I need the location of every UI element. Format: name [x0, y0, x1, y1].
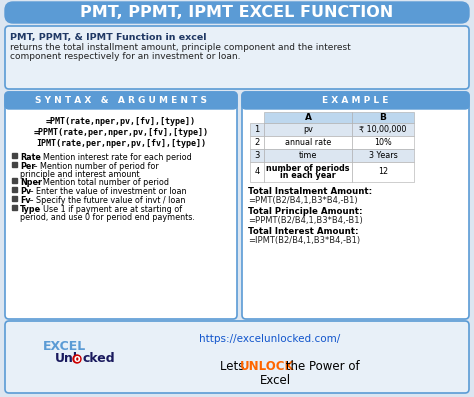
FancyBboxPatch shape	[242, 92, 469, 109]
Bar	[352, 123, 414, 136]
Text: S Y N T A X   &   A R G U M E N T S: S Y N T A X & A R G U M E N T S	[35, 96, 207, 105]
Text: E X A M P L E: E X A M P L E	[322, 96, 389, 105]
Text: 10%: 10%	[374, 138, 392, 147]
Bar	[12, 196, 17, 200]
Text: Per: Per	[20, 162, 36, 171]
Text: – Specify the future value of invt / loan: – Specify the future value of invt / loa…	[27, 196, 185, 205]
Text: principle and interest amount: principle and interest amount	[20, 170, 139, 179]
Text: 3: 3	[255, 151, 260, 160]
Bar	[264, 149, 352, 162]
FancyBboxPatch shape	[5, 321, 469, 393]
Text: – Mention number of period for: – Mention number of period for	[30, 162, 158, 171]
Bar	[12, 187, 17, 191]
Text: – Enter the value of investment or loan: – Enter the value of investment or loan	[27, 187, 186, 196]
FancyBboxPatch shape	[5, 92, 237, 109]
Text: returns the total installment amount, principle component and the interest: returns the total installment amount, pr…	[10, 43, 351, 52]
Text: EXCEL: EXCEL	[44, 341, 87, 353]
Bar	[250, 149, 264, 162]
Text: =PPMT(rate,per,nper,pv,[fv],[type]): =PPMT(rate,per,nper,pv,[fv],[type])	[34, 128, 209, 137]
Text: component respectively for an investment or loan.: component respectively for an investment…	[10, 52, 240, 61]
Text: Unl: Unl	[55, 353, 78, 366]
Bar	[250, 123, 264, 136]
Text: PMT, PPMT, IPMT EXCEL FUNCTION: PMT, PPMT, IPMT EXCEL FUNCTION	[81, 5, 393, 20]
FancyBboxPatch shape	[5, 92, 237, 319]
Bar	[264, 162, 352, 182]
Bar	[352, 149, 414, 162]
Text: – Mention interest rate for each period: – Mention interest rate for each period	[34, 153, 192, 162]
Bar	[250, 136, 264, 149]
Bar	[12, 162, 17, 166]
Bar	[12, 178, 17, 183]
Text: =IPMT(B2/B4,1,B3*B4,-B1): =IPMT(B2/B4,1,B3*B4,-B1)	[248, 236, 360, 245]
Text: =PMT(rate,nper,pv,[fv],[type]): =PMT(rate,nper,pv,[fv],[type])	[46, 117, 196, 126]
Circle shape	[73, 355, 81, 363]
Text: Pv: Pv	[20, 187, 31, 196]
Text: B: B	[380, 113, 386, 122]
Bar	[12, 153, 17, 158]
Text: UNLOCK: UNLOCK	[240, 360, 295, 374]
Text: Type: Type	[20, 205, 41, 214]
Text: =PPMT(B2/B4,1,B3*B4,-B1): =PPMT(B2/B4,1,B3*B4,-B1)	[248, 216, 363, 225]
Text: time: time	[299, 151, 317, 160]
Text: – Mention total number of period: – Mention total number of period	[34, 178, 169, 187]
Text: annual rate: annual rate	[285, 138, 331, 147]
Bar	[264, 123, 352, 136]
Text: Total Instalment Amount:: Total Instalment Amount:	[248, 187, 372, 196]
Text: PMT, PPMT, & IPMT Function in excel: PMT, PPMT, & IPMT Function in excel	[10, 33, 207, 42]
Bar	[352, 136, 414, 149]
Text: 2: 2	[255, 138, 260, 147]
Text: period, and use 0 for period end payments.: period, and use 0 for period end payment…	[20, 213, 195, 222]
Text: Total Interest Amount:: Total Interest Amount:	[248, 227, 358, 236]
Text: IPMT(rate,per,nper,pv,[fv],[type]): IPMT(rate,per,nper,pv,[fv],[type])	[36, 139, 206, 148]
Bar	[352, 162, 414, 182]
Text: o: o	[73, 354, 80, 364]
FancyBboxPatch shape	[5, 2, 469, 23]
Text: Rate: Rate	[20, 153, 41, 162]
Bar	[264, 112, 352, 123]
Text: https://excelunlocked.com/: https://excelunlocked.com/	[200, 334, 341, 344]
Text: cked: cked	[83, 353, 116, 366]
Text: the Power of: the Power of	[282, 360, 360, 374]
Text: – Use 1 if payment are at starting of: – Use 1 if payment are at starting of	[34, 205, 182, 214]
FancyBboxPatch shape	[5, 26, 469, 89]
Text: 4: 4	[255, 168, 260, 177]
Text: 1: 1	[255, 125, 260, 134]
Text: =PMT(B2/B4,1,B3*B4,-B1): =PMT(B2/B4,1,B3*B4,-B1)	[248, 196, 357, 205]
Text: A: A	[304, 113, 311, 122]
Text: 12: 12	[378, 168, 388, 177]
Text: Lets: Lets	[220, 360, 248, 374]
Text: Fv: Fv	[20, 196, 31, 205]
Text: 3 Years: 3 Years	[369, 151, 397, 160]
Text: Nper: Nper	[20, 178, 42, 187]
Text: in each year: in each year	[280, 172, 336, 181]
Text: number of periods: number of periods	[266, 164, 350, 173]
Bar	[12, 205, 17, 210]
Bar	[264, 136, 352, 149]
Bar	[250, 162, 264, 182]
Text: Total Principle Amount:: Total Principle Amount:	[248, 207, 363, 216]
Bar	[352, 112, 414, 123]
Text: ₹ 10,00,000: ₹ 10,00,000	[359, 125, 407, 134]
Text: Excel: Excel	[260, 374, 291, 387]
FancyBboxPatch shape	[242, 92, 469, 319]
Text: pv: pv	[303, 125, 313, 134]
